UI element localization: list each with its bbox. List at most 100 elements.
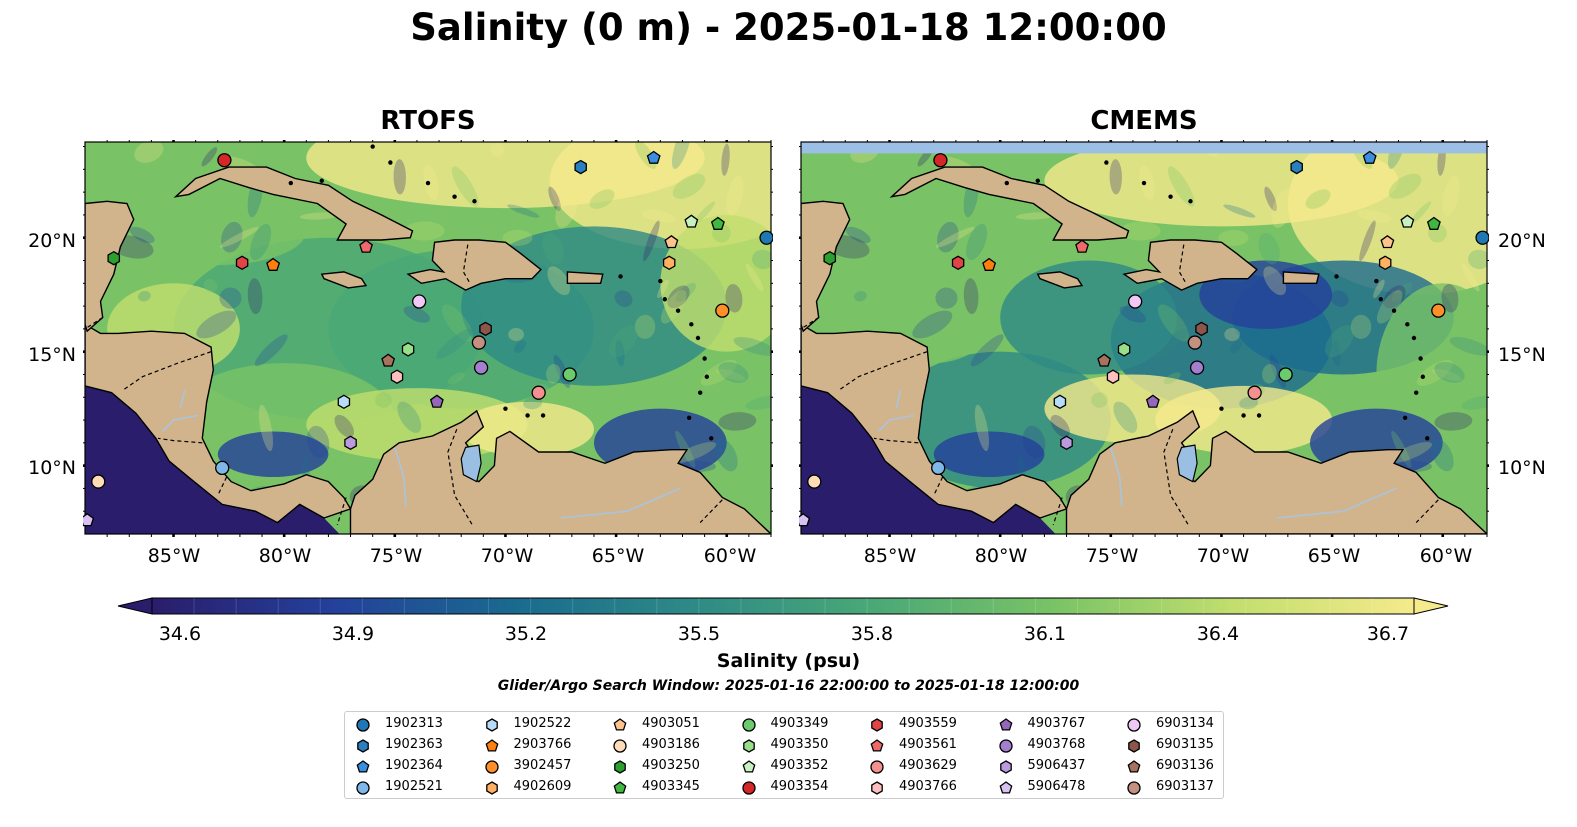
float-marker-4903349 [562,367,577,382]
float-marker-1902364 [646,150,661,164]
float-marker-1902364 [1362,150,1377,164]
float-marker-5906437 [344,435,357,451]
legend-item-label: 4903186 [642,737,700,752]
float-marker-4903766 [390,369,404,384]
float-marker-1902313 [1475,230,1489,245]
float-marker-4903561 [1075,239,1089,253]
float-marker-4903354 [217,153,232,168]
float-marker-6903137 [471,335,487,350]
float-marker-5906437 [1060,435,1073,451]
colorbar-tick-label: 36.1 [1023,623,1067,645]
float-marker-4903766 [1106,369,1120,384]
float-marker-2903766 [266,257,281,271]
float-marker-4903051 [664,234,679,249]
circle-marker-icon [741,781,756,795]
colorbar-tick-label: 35.5 [677,623,721,645]
lon-tick-label: 70°W [1196,545,1250,567]
colorbar-tick-label: 35.8 [850,623,894,645]
legend-item-label: 1902363 [385,737,443,752]
float-marker-3902457 [1431,303,1446,318]
lon-tick-label: 70°W [480,545,534,567]
colorbar-tick-label: 35.2 [504,623,548,645]
circle-marker-icon [1127,781,1141,795]
lon-tick-label: 65°W [591,545,645,567]
legend-item-label: 5906437 [1027,758,1086,773]
hexagon-marker-icon [485,718,498,732]
lon-tick-label: 75°W [1085,545,1139,567]
legend-item-label: 4903766 [899,779,957,794]
legend-item-label: 6903134 [1156,716,1214,731]
float-marker-4903186 [807,474,822,489]
pentagon-marker-icon [999,781,1012,794]
float-marker-6903137 [1187,335,1203,350]
hexagon-marker-icon [357,739,369,753]
circle-marker-icon [870,760,884,774]
pentagon-marker-icon [742,760,755,773]
legend-item-label: 4903354 [770,779,829,794]
lon-tick-label: 65°W [1307,545,1361,567]
pentagon-marker-icon [485,739,498,752]
float-marker-5906478 [83,512,95,527]
float-marker-4903559 [235,255,249,271]
colorbar-tick-label: 36.4 [1196,623,1240,645]
float-marker-1902363 [574,159,587,175]
legend-item-label: 4903768 [1027,737,1086,752]
salinity-colorbar [117,597,1449,615]
float-marker-4903345 [1426,216,1441,230]
float-marker-4903767 [429,394,444,408]
float-marker-4903350 [1117,342,1131,357]
float-marker-6903136 [381,353,396,367]
rtofs-panel-title: RTOFS [380,106,476,136]
float-marker-4903354 [933,153,948,168]
float-marker-6903135 [1195,321,1208,337]
colorbar-title: Salinity (psu) [716,650,861,672]
float-legend: 1902313 1902363 1902364 1902521 1902522 29037… [344,711,1224,799]
lat-tick-label: 20°N [1498,230,1546,252]
legend-item-label: 6903136 [1156,758,1214,773]
lat-tick-label: 10°N [1498,457,1546,479]
colorbar-tick-label: 34.9 [331,623,375,645]
legend-item-label: 4903352 [770,758,829,773]
float-marker-1902522 [1053,394,1067,410]
legend-item-label: 4903767 [1027,716,1086,731]
float-marker-4903559 [951,255,965,271]
float-marker-1902521 [931,460,946,476]
float-marker-5906478 [799,512,811,527]
float-marker-6903136 [1097,353,1112,367]
float-marker-6903134 [411,294,427,309]
hexagon-marker-icon [485,781,498,795]
legend-item-label: 3902457 [513,758,572,773]
float-marker-4903350 [401,342,415,357]
lon-tick-label: 85°W [147,545,201,567]
lat-tick-label: 15°N [1498,344,1546,366]
legend-item-label: 4903250 [642,758,700,773]
legend-item-label: 4903561 [899,737,957,752]
circle-marker-icon [484,760,499,774]
pentagon-marker-icon [870,739,884,752]
lon-tick-label: 80°W [974,545,1028,567]
lon-tick-label: 75°W [369,545,423,567]
pentagon-marker-icon [999,718,1012,731]
legend-item-label: 4903345 [642,779,700,794]
float-marker-2903766 [982,257,997,271]
legend-item-label: 4902609 [513,779,572,794]
legend-item-label: 6903137 [1156,779,1214,794]
hexagon-marker-icon [871,781,883,795]
float-marker-4903345 [710,216,725,230]
float-marker-4903561 [359,239,373,253]
hexagon-marker-icon [742,739,755,753]
float-marker-6903134 [1127,294,1143,309]
lat-tick-label: 20°N [28,230,76,252]
float-marker-4903352 [1400,214,1415,228]
legend-item-label: 4903349 [770,716,829,731]
legend-item-label: 5906478 [1027,779,1086,794]
legend-item-label: 4903350 [770,737,829,752]
hexagon-marker-icon [614,760,626,774]
circle-marker-icon [613,739,627,753]
float-marker-4903250 [823,250,837,266]
float-marker-4903768 [1189,360,1205,375]
pentagon-marker-icon [613,781,627,794]
lon-tick-label: 85°W [863,545,917,567]
float-marker-4903767 [1145,394,1160,408]
hexagon-marker-icon [1128,739,1140,753]
